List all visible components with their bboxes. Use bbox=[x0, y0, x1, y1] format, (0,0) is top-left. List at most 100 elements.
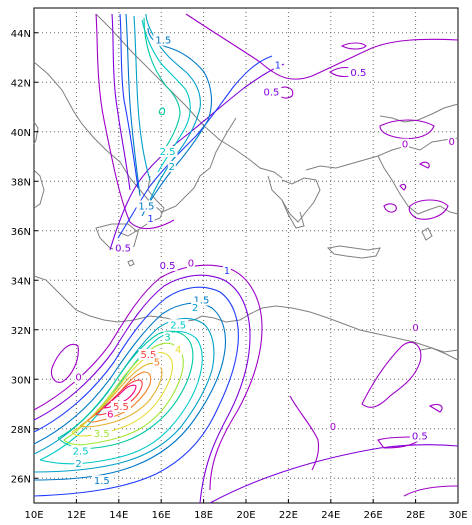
coastline-aegean-north bbox=[305, 137, 459, 171]
contour-label-bg bbox=[113, 242, 134, 254]
lat-tick-label: 36N bbox=[11, 227, 31, 238]
contour-n-15 bbox=[141, 27, 213, 217]
lat-tick-label: 28N bbox=[11, 425, 31, 436]
lon-tick-label: 10E bbox=[24, 510, 43, 521]
contour-label: 0 bbox=[448, 137, 454, 148]
contour-label-bg bbox=[106, 408, 115, 420]
coastline-malta bbox=[127, 259, 135, 267]
contour-label: 2 bbox=[192, 303, 198, 314]
coastline-italy-boot bbox=[117, 175, 165, 237]
contour-n-25 bbox=[141, 19, 191, 173]
contour-label: 0 bbox=[330, 422, 336, 433]
lon-tick-label: 28E bbox=[406, 510, 425, 521]
contour-n-0a bbox=[95, 13, 175, 230]
contour-label-bg bbox=[168, 319, 189, 331]
contour-blob-7 bbox=[399, 183, 407, 191]
contour-label: 0.5 bbox=[115, 244, 131, 255]
contour-label-bg bbox=[401, 138, 409, 150]
contour-label: 5.5 bbox=[141, 350, 157, 361]
contour-label: 1 bbox=[147, 214, 153, 225]
lon-tick-label: 18E bbox=[194, 510, 213, 521]
lon-tick-label: 30E bbox=[448, 510, 467, 521]
contour-label: 5 bbox=[154, 357, 160, 368]
contour-n-3b bbox=[158, 107, 166, 116]
contour-label: 1.5 bbox=[155, 36, 171, 47]
contour-label-bg bbox=[91, 475, 112, 487]
contour-label: 0.5 bbox=[412, 432, 428, 443]
lat-tick-label: 32N bbox=[11, 326, 31, 337]
contour-east-0e bbox=[403, 485, 459, 497]
coastline-tunisia-libya bbox=[33, 275, 459, 361]
contour-label-bg bbox=[70, 445, 91, 457]
coastline-peloponnese bbox=[281, 199, 305, 229]
contours bbox=[33, 13, 459, 504]
contour-n-05b bbox=[111, 13, 131, 191]
contour-n-05 bbox=[109, 63, 285, 251]
contour-label-bg bbox=[153, 34, 174, 46]
lat-tick-label: 42N bbox=[11, 78, 31, 89]
contour-label-bg bbox=[138, 348, 159, 360]
contour-label: 3 bbox=[164, 333, 170, 344]
coastline-turkey-west bbox=[377, 155, 459, 215]
coastline-egypt-delta bbox=[419, 347, 459, 353]
lat-tick-label: 38N bbox=[11, 177, 31, 188]
lat-tick-label: 44N bbox=[11, 29, 31, 40]
contour-label-bg bbox=[157, 146, 178, 158]
coastline-sicily bbox=[95, 223, 139, 253]
contour-label: 0 bbox=[402, 140, 408, 151]
coastlines bbox=[33, 13, 459, 361]
contour-label: 0.5 bbox=[350, 68, 366, 79]
contour-label: 0 bbox=[75, 372, 81, 383]
contour-label: 1 bbox=[224, 266, 230, 277]
contour-label: 4 bbox=[175, 345, 181, 356]
contour-label: 5.5 bbox=[113, 402, 129, 413]
contour-labels: 1.50.510.50 02.521.510.50.5 011.522.5345.5… bbox=[70, 34, 456, 487]
contour-blob-5 bbox=[408, 199, 449, 220]
contour-blob-6 bbox=[383, 203, 397, 213]
contour-blob-4 bbox=[379, 119, 435, 140]
contour-s-35 bbox=[63, 342, 184, 446]
contour-label-bg bbox=[273, 59, 282, 71]
lon-tick-label: 16E bbox=[152, 510, 171, 521]
lon-tick-label: 14E bbox=[109, 510, 128, 521]
contour-east-0d bbox=[428, 403, 443, 413]
contour-label: 2 bbox=[75, 459, 81, 470]
lon-tick-label: 22E bbox=[279, 510, 298, 521]
contour-s-05 bbox=[33, 274, 251, 504]
lon-tick-label: 26E bbox=[364, 510, 383, 521]
contour-label: 6 bbox=[107, 409, 113, 420]
longitude-tick-labels: 10E 12E 14E 16E 18E 20E 22E 24E 26E 28E 30E bbox=[24, 499, 468, 521]
contour-label-bg bbox=[222, 264, 231, 276]
contour-blob-1 bbox=[340, 42, 367, 50]
contour-label-bg bbox=[261, 86, 282, 98]
contour-label: 0 bbox=[188, 258, 194, 269]
contour-label: 2.5 bbox=[170, 320, 186, 331]
contour-s-1 bbox=[33, 286, 239, 497]
coastline-corsica bbox=[33, 121, 39, 145]
contour-label: 2.5 bbox=[73, 447, 89, 458]
contour-n-1b bbox=[119, 13, 139, 189]
contour-east-05 bbox=[209, 444, 459, 504]
contour-label-bg bbox=[163, 331, 172, 343]
contour-label: 0.5 bbox=[160, 261, 176, 272]
contour-blob-8 bbox=[418, 161, 430, 169]
contour-n-2b bbox=[133, 15, 151, 181]
contour-label-bg bbox=[348, 66, 369, 78]
lat-tick-label: 26N bbox=[11, 474, 31, 485]
contour-n-15b bbox=[125, 13, 141, 197]
coastline-rhodes bbox=[421, 227, 433, 241]
contour-label-bg bbox=[74, 371, 83, 383]
coastline-greece bbox=[267, 175, 321, 223]
contour-n-3 bbox=[143, 17, 181, 151]
lon-tick-label: 12E bbox=[67, 510, 86, 521]
contour-label: 1.5 bbox=[94, 476, 110, 487]
contour-label-bg bbox=[157, 259, 178, 271]
lat-tick-label: 40N bbox=[11, 128, 31, 139]
contour-label-bg bbox=[174, 344, 183, 356]
contour-label-bg bbox=[146, 212, 155, 224]
lat-tick-label: 30N bbox=[11, 375, 31, 386]
contour-label-bg bbox=[110, 400, 131, 412]
contour-s-4 bbox=[71, 351, 173, 437]
coastline-crete bbox=[326, 245, 381, 259]
